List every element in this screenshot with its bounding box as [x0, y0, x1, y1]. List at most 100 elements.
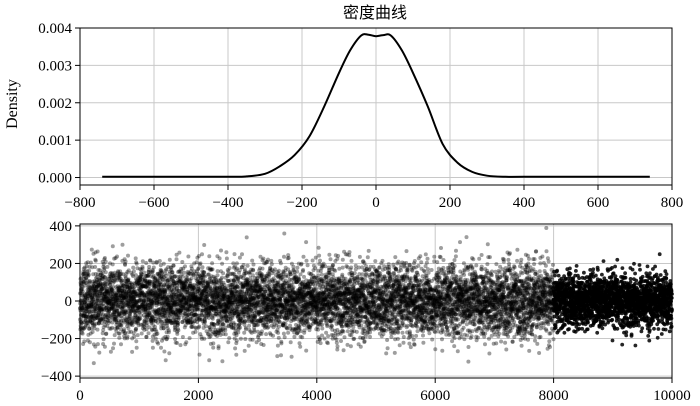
scatter-point: [114, 322, 119, 327]
scatter-point: [111, 296, 116, 301]
scatter-point: [81, 269, 86, 274]
scatter-point: [114, 318, 119, 323]
scatter-point: [120, 242, 125, 247]
scatter-point: [89, 295, 94, 300]
scatter-point: [101, 317, 106, 322]
scatter-point: [202, 243, 207, 247]
scatter-point: [86, 319, 91, 324]
scatter-point: [127, 289, 132, 294]
scatter-point: [124, 310, 129, 315]
scatter-point: [99, 285, 104, 290]
scatter-point: [93, 258, 98, 263]
density-chart: 密度曲线 Density −800 −600 −400 −200 0 200 400 600 8…: [4, 3, 683, 211]
scatter-point: [100, 277, 105, 282]
scatter-point: [93, 307, 98, 312]
scatter-point: [91, 301, 96, 306]
scatter-point: [93, 309, 98, 314]
scatter-point: [79, 307, 84, 312]
scatter-point: [86, 288, 91, 293]
scatter-point: [88, 285, 93, 290]
scatter-point: [119, 288, 124, 293]
scatter-point: [126, 268, 131, 273]
scatter-point: [88, 292, 93, 297]
scatter-point: [87, 309, 92, 314]
scatter-point: [99, 296, 104, 300]
scatter-point: [117, 322, 122, 327]
scatter-point: [125, 278, 130, 283]
scatter-point: [243, 327, 248, 332]
scatter-point: [86, 315, 91, 320]
scatter-point: [116, 312, 121, 316]
scatter-point: [83, 314, 88, 319]
scatter-point: [124, 289, 129, 294]
scatter-point: [105, 324, 110, 328]
scatter-point: [100, 307, 105, 311]
scatter-point: [102, 267, 107, 272]
scatter-point: [316, 327, 321, 332]
scatter-point: [99, 271, 104, 276]
scatter-point: [129, 290, 134, 295]
scatter-point: [108, 298, 113, 303]
scatter-point: [111, 310, 116, 315]
scatter-point: [108, 314, 113, 319]
scatter-point: [85, 292, 90, 296]
scatter-point: [127, 317, 132, 321]
scatter-point: [97, 318, 102, 323]
scatter-point: [360, 272, 365, 277]
scatter-point: [115, 299, 120, 304]
scatter-point: [116, 285, 121, 290]
scatter-point: [250, 337, 255, 342]
scatter-point: [117, 272, 122, 277]
scatter-point: [101, 281, 105, 286]
scatter-point: [95, 301, 100, 306]
scatter-point: [211, 345, 216, 350]
scatter-point: [94, 276, 98, 280]
scatter-point: [89, 300, 94, 305]
scatter-point: [326, 334, 331, 339]
scatter-point: [90, 321, 95, 325]
scatter-point: [117, 295, 122, 300]
scatter-point: [108, 299, 113, 303]
scatter-point: [112, 299, 117, 304]
scatter-point: [83, 318, 88, 323]
scatter-point: [126, 285, 131, 290]
scatter-point: [81, 342, 86, 346]
scatter-point: [90, 314, 95, 319]
scatter-point: [251, 268, 256, 273]
scatter-point: [120, 284, 125, 289]
scatter-point: [82, 320, 86, 325]
scatter-point: [281, 331, 286, 336]
scatter-point: [92, 300, 97, 304]
scatter-point: [340, 257, 345, 262]
scatter-point: [105, 299, 110, 304]
scatter-point: [89, 315, 94, 320]
scatter-point: [117, 274, 122, 279]
scatter-point: [110, 305, 115, 310]
scatter-point: [95, 303, 100, 308]
scatter-point: [80, 313, 85, 318]
scatter-point: [144, 334, 149, 339]
scatter-point: [88, 319, 93, 323]
scatter-point: [86, 284, 91, 289]
scatter-point: [175, 341, 179, 345]
scatter-point: [85, 312, 90, 317]
scatter-point: [111, 303, 116, 308]
scatter-point: [325, 322, 330, 327]
scatter-point: [115, 298, 120, 302]
scatter-point: [109, 289, 114, 294]
scatter-point: [87, 318, 92, 323]
scatter-point: [94, 292, 99, 297]
scatter-point: [125, 321, 130, 326]
scatter-point: [104, 332, 108, 336]
scatter-point: [125, 334, 130, 339]
scatter-point: [84, 314, 89, 319]
scatter-point: [117, 275, 122, 280]
scatter-point: [95, 284, 100, 289]
scatter-point: [345, 329, 350, 334]
scatter-point: [334, 340, 339, 345]
scatter-point: [106, 300, 111, 305]
scatter-point: [112, 276, 117, 281]
scatter-point: [101, 274, 106, 279]
scatter-point: [98, 314, 103, 319]
